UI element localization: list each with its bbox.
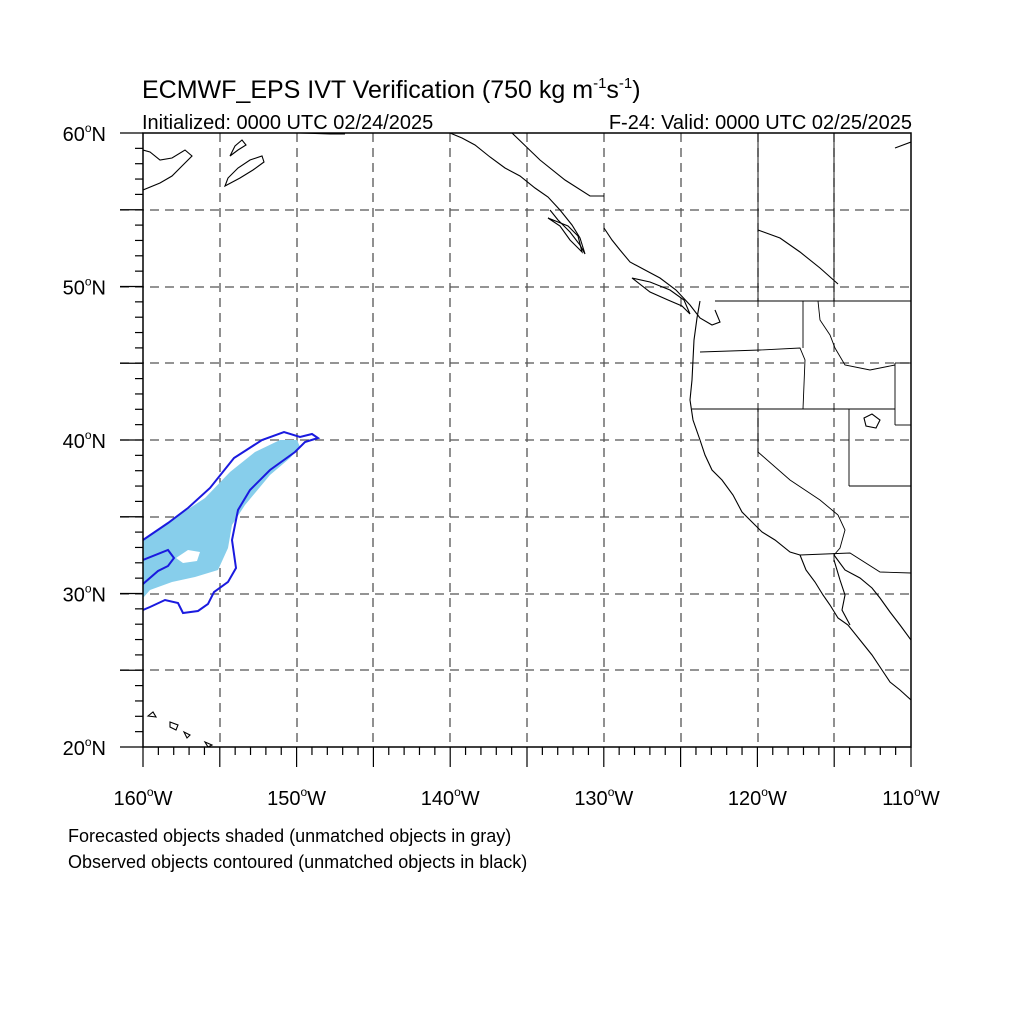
lon-label-130W: 130oW xyxy=(574,785,633,810)
coastlines xyxy=(143,133,911,747)
political-boundaries xyxy=(692,133,911,574)
forecast-note: Forecasted objects shaded (unmatched obj… xyxy=(68,826,512,846)
observed-note: Observed objects contoured (unmatched ob… xyxy=(68,852,528,872)
lon-label-110W: 110oW xyxy=(882,785,940,810)
forecast-object xyxy=(143,440,300,598)
lat-label-60N: 60oN xyxy=(63,121,106,146)
graticule xyxy=(120,133,911,747)
lon-label-140W: 140oW xyxy=(421,785,480,810)
lat-label-40N: 40oN xyxy=(63,428,106,453)
observed-object-outer xyxy=(143,430,321,615)
axis-ticks xyxy=(120,132,912,767)
observed-object-inner xyxy=(143,548,176,585)
valid-time: F-24: Valid: 0000 UTC 02/25/2025 xyxy=(609,112,912,134)
map-title: ECMWF_EPS IVT Verification (750 kg m-1s-… xyxy=(142,75,641,104)
lon-label-160W: 160oW xyxy=(114,785,173,810)
latitude-labels: 60oN 50oN 40oN 30oN 20oN xyxy=(63,121,106,760)
longitude-labels: 160oW 150oW 140oW 130oW 120oW 110oW xyxy=(114,785,940,810)
lon-label-150W: 150oW xyxy=(267,785,326,810)
forecast-hole xyxy=(176,550,200,563)
lat-label-20N: 20oN xyxy=(63,735,106,760)
initialized-time: Initialized: 0000 UTC 02/24/2025 xyxy=(142,112,433,134)
lon-label-120W: 120oW xyxy=(728,785,787,810)
lat-label-30N: 30oN xyxy=(63,582,106,607)
lat-label-50N: 50oN xyxy=(63,275,106,300)
